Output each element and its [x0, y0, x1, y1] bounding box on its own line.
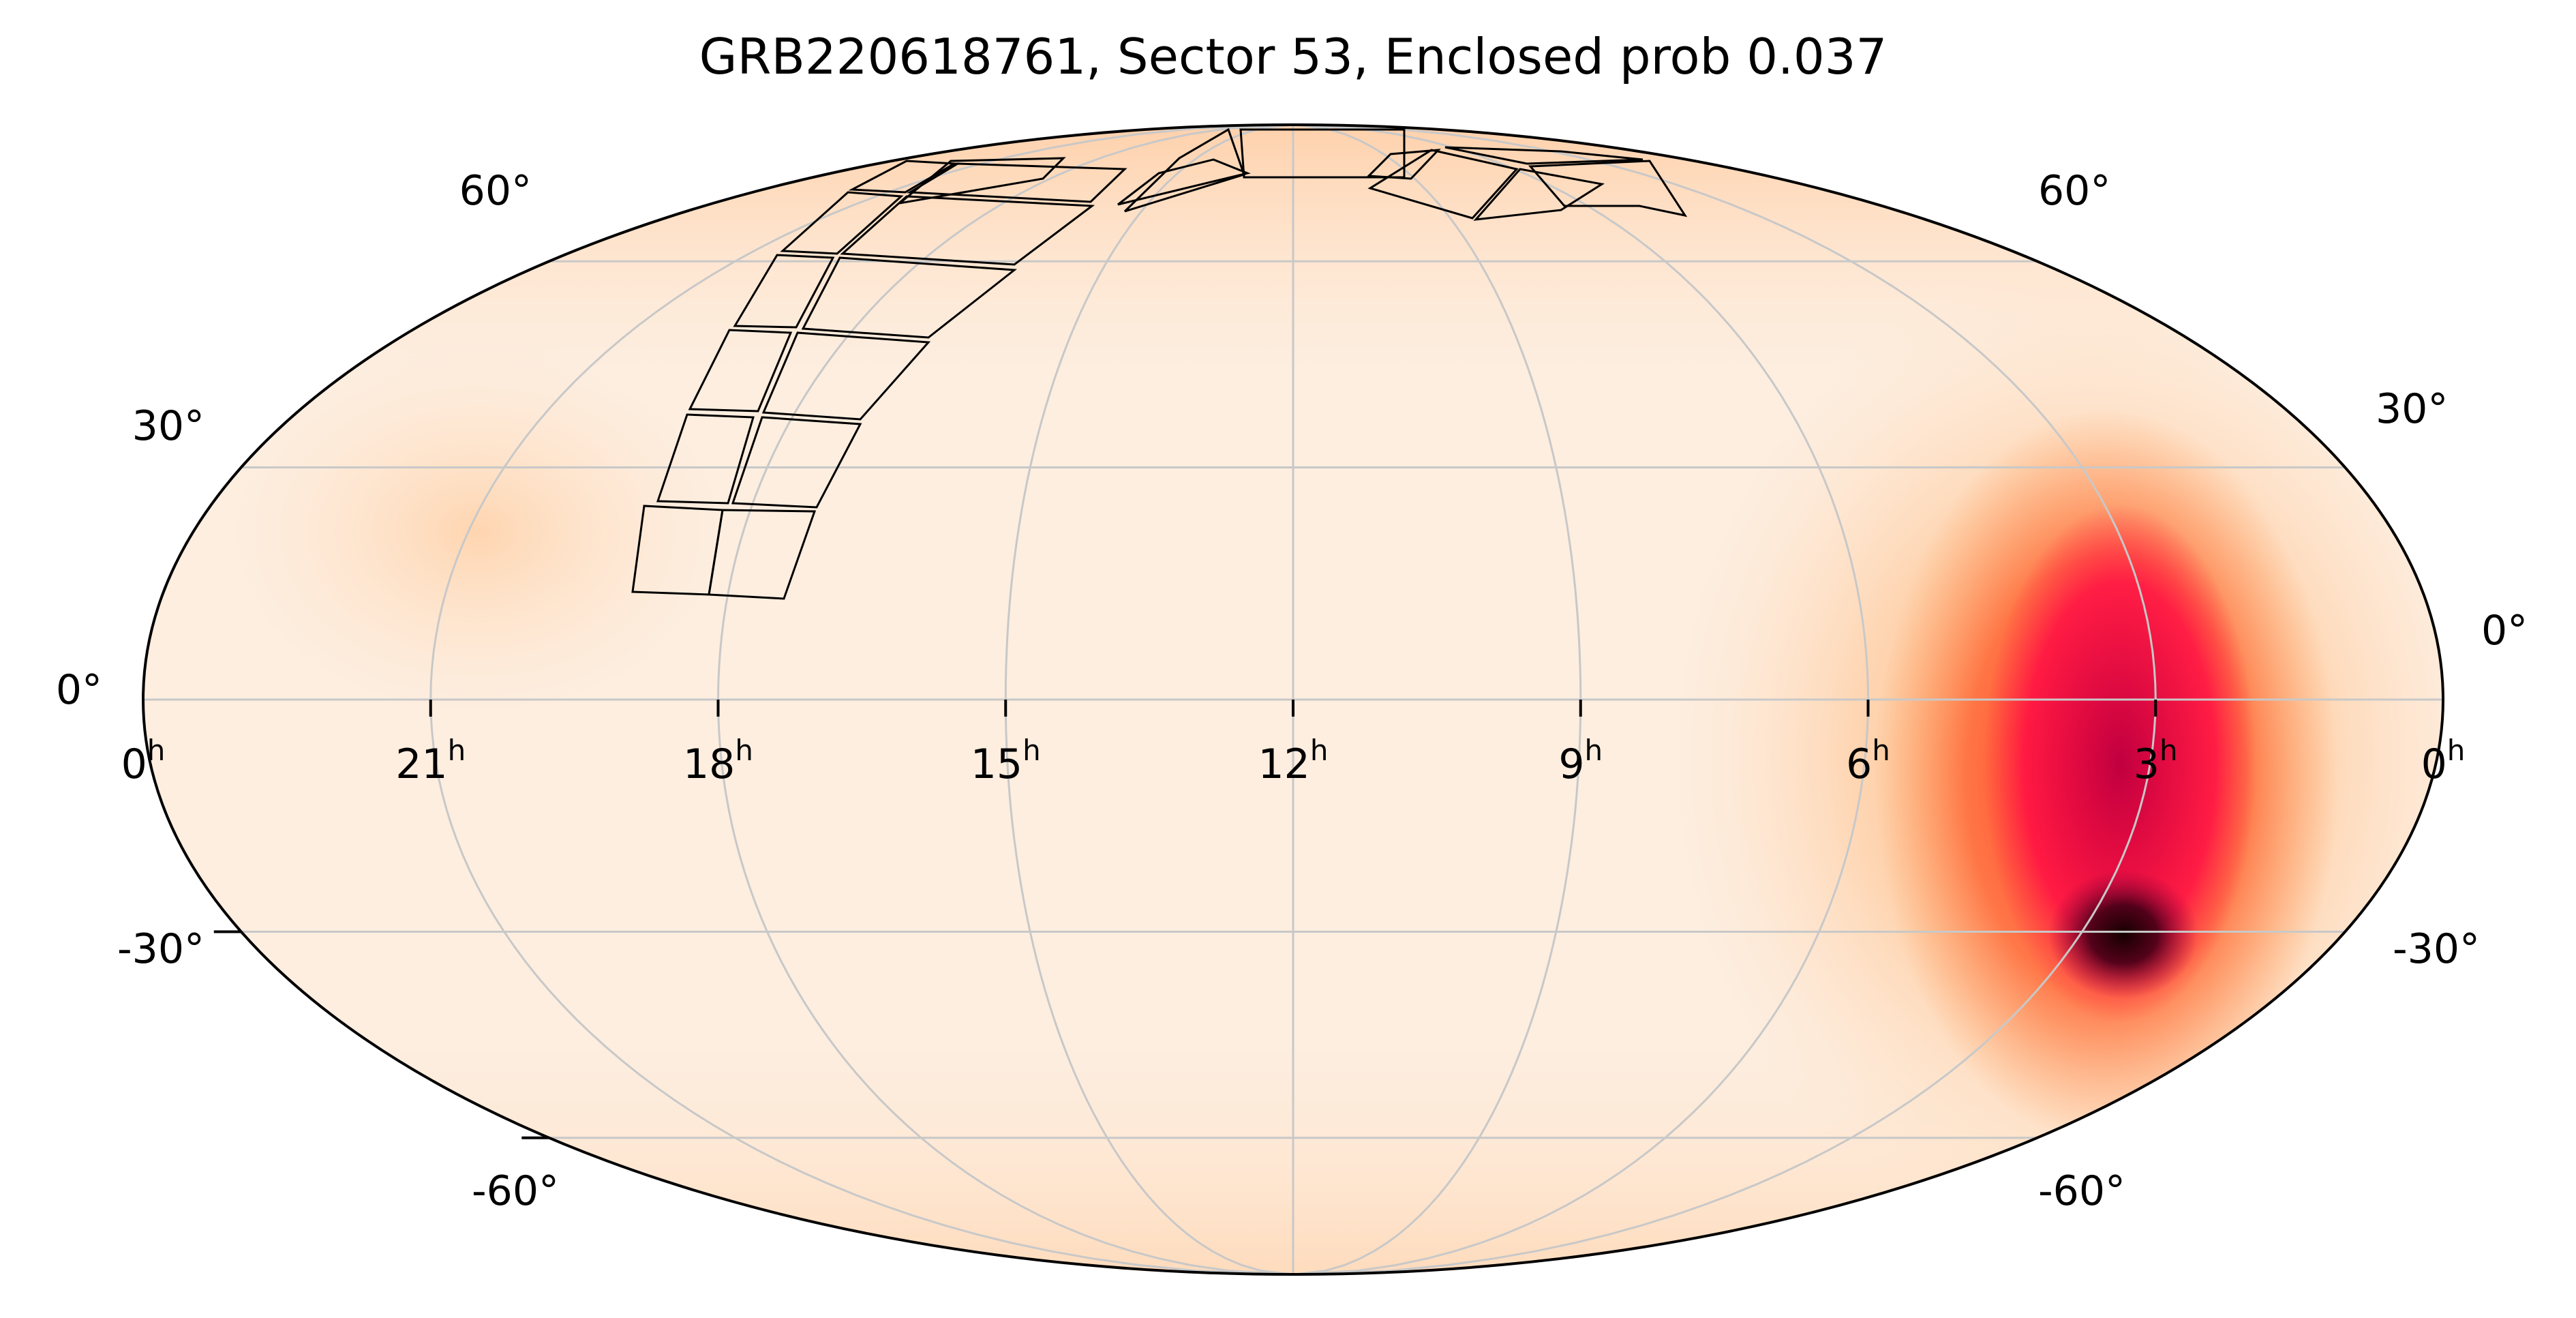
dec-tick-label-right: 30° — [2376, 385, 2448, 433]
dec-tick-label-right: -60° — [2038, 1167, 2125, 1215]
ra-tick-label: 21h — [395, 734, 466, 788]
probability-peak — [2048, 869, 2198, 999]
footprint-tile — [688, 329, 793, 413]
tess-sector-footprint — [631, 128, 1688, 600]
dec-tick-label-left: 60° — [459, 167, 532, 215]
dec-tick-label-left: 0° — [56, 666, 102, 714]
ra-tick-label: 3h — [2134, 734, 2178, 788]
probability-region-inner — [1984, 505, 2256, 1023]
footprint-tile — [1123, 128, 1245, 213]
footprint-tile — [761, 331, 931, 421]
footprint-tile — [780, 191, 904, 255]
footprint-tile — [1528, 160, 1688, 218]
dec-axis-right: 60° 30° 0° -30° -60° — [2038, 167, 2528, 1215]
dec-tick-label-right: 60° — [2038, 167, 2110, 215]
footprint-tile — [1366, 149, 1441, 180]
ra-tick-label: 9h — [1558, 734, 1603, 788]
footprint-tile — [1444, 146, 1643, 165]
footprint-tile — [801, 256, 1017, 339]
dec-axis-left: 60° 30° 0° -30° -60° — [56, 167, 559, 1215]
dec-tick-label-right: 0° — [2481, 607, 2528, 655]
ra-tick-label: 12h — [1258, 734, 1329, 788]
footprint-tile — [840, 195, 1095, 266]
footprint-tile — [731, 416, 862, 509]
probability-map — [143, 125, 2443, 1274]
footprint-tile — [1117, 158, 1251, 206]
dec-tick-label-left: 30° — [132, 402, 204, 450]
ra-axis: 0h 21h 18h 15h 12h 9h 6h 3h 0h — [121, 700, 2466, 788]
footprint-tile — [656, 413, 755, 505]
ra-tick-label: 15h — [971, 734, 1041, 788]
footprint-tile — [708, 509, 817, 600]
ra-tick-label: 6h — [1846, 734, 1890, 788]
footprint-tile — [1239, 128, 1406, 179]
dec-tick-label-left: -30° — [117, 925, 204, 973]
footprint-tile — [896, 157, 1066, 205]
ra-tick-label: 0h — [121, 734, 166, 788]
plot-title: GRB220618761, Sector 53, Enclosed prob 0… — [699, 28, 1888, 85]
footprint-tile — [907, 162, 1127, 203]
footprint-tile — [1367, 149, 1519, 220]
ra-tick-label: 18h — [683, 734, 753, 788]
footprint-tile — [733, 254, 835, 329]
footprint-tile — [848, 160, 958, 194]
map-boundary — [142, 123, 2444, 1276]
footprint-tile — [1473, 168, 1605, 221]
dec-tick-label-right: -30° — [2393, 925, 2480, 973]
ra-tick-label: 0h — [2421, 734, 2466, 788]
probability-lobe-left — [218, 341, 736, 723]
dec-tick-label-left: -60° — [472, 1167, 559, 1215]
